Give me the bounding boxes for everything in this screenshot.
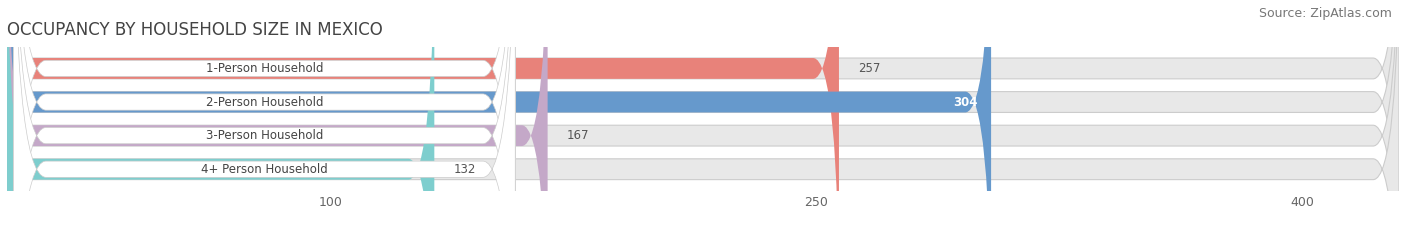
FancyBboxPatch shape	[7, 0, 1399, 233]
Text: 304: 304	[953, 96, 979, 109]
FancyBboxPatch shape	[7, 0, 839, 233]
FancyBboxPatch shape	[14, 0, 515, 233]
Text: Source: ZipAtlas.com: Source: ZipAtlas.com	[1258, 7, 1392, 20]
Text: 3-Person Household: 3-Person Household	[205, 129, 323, 142]
FancyBboxPatch shape	[7, 0, 434, 233]
FancyBboxPatch shape	[7, 0, 1399, 233]
FancyBboxPatch shape	[14, 0, 515, 233]
Text: OCCUPANCY BY HOUSEHOLD SIZE IN MEXICO: OCCUPANCY BY HOUSEHOLD SIZE IN MEXICO	[7, 21, 382, 39]
FancyBboxPatch shape	[7, 0, 991, 233]
FancyBboxPatch shape	[7, 0, 1399, 233]
Text: 1-Person Household: 1-Person Household	[205, 62, 323, 75]
FancyBboxPatch shape	[14, 0, 515, 233]
Text: 2-Person Household: 2-Person Household	[205, 96, 323, 109]
Text: 257: 257	[859, 62, 880, 75]
FancyBboxPatch shape	[7, 0, 547, 233]
Text: 4+ Person Household: 4+ Person Household	[201, 163, 328, 176]
Text: 167: 167	[567, 129, 589, 142]
Text: 132: 132	[454, 163, 477, 176]
FancyBboxPatch shape	[14, 0, 515, 233]
FancyBboxPatch shape	[7, 0, 1399, 233]
